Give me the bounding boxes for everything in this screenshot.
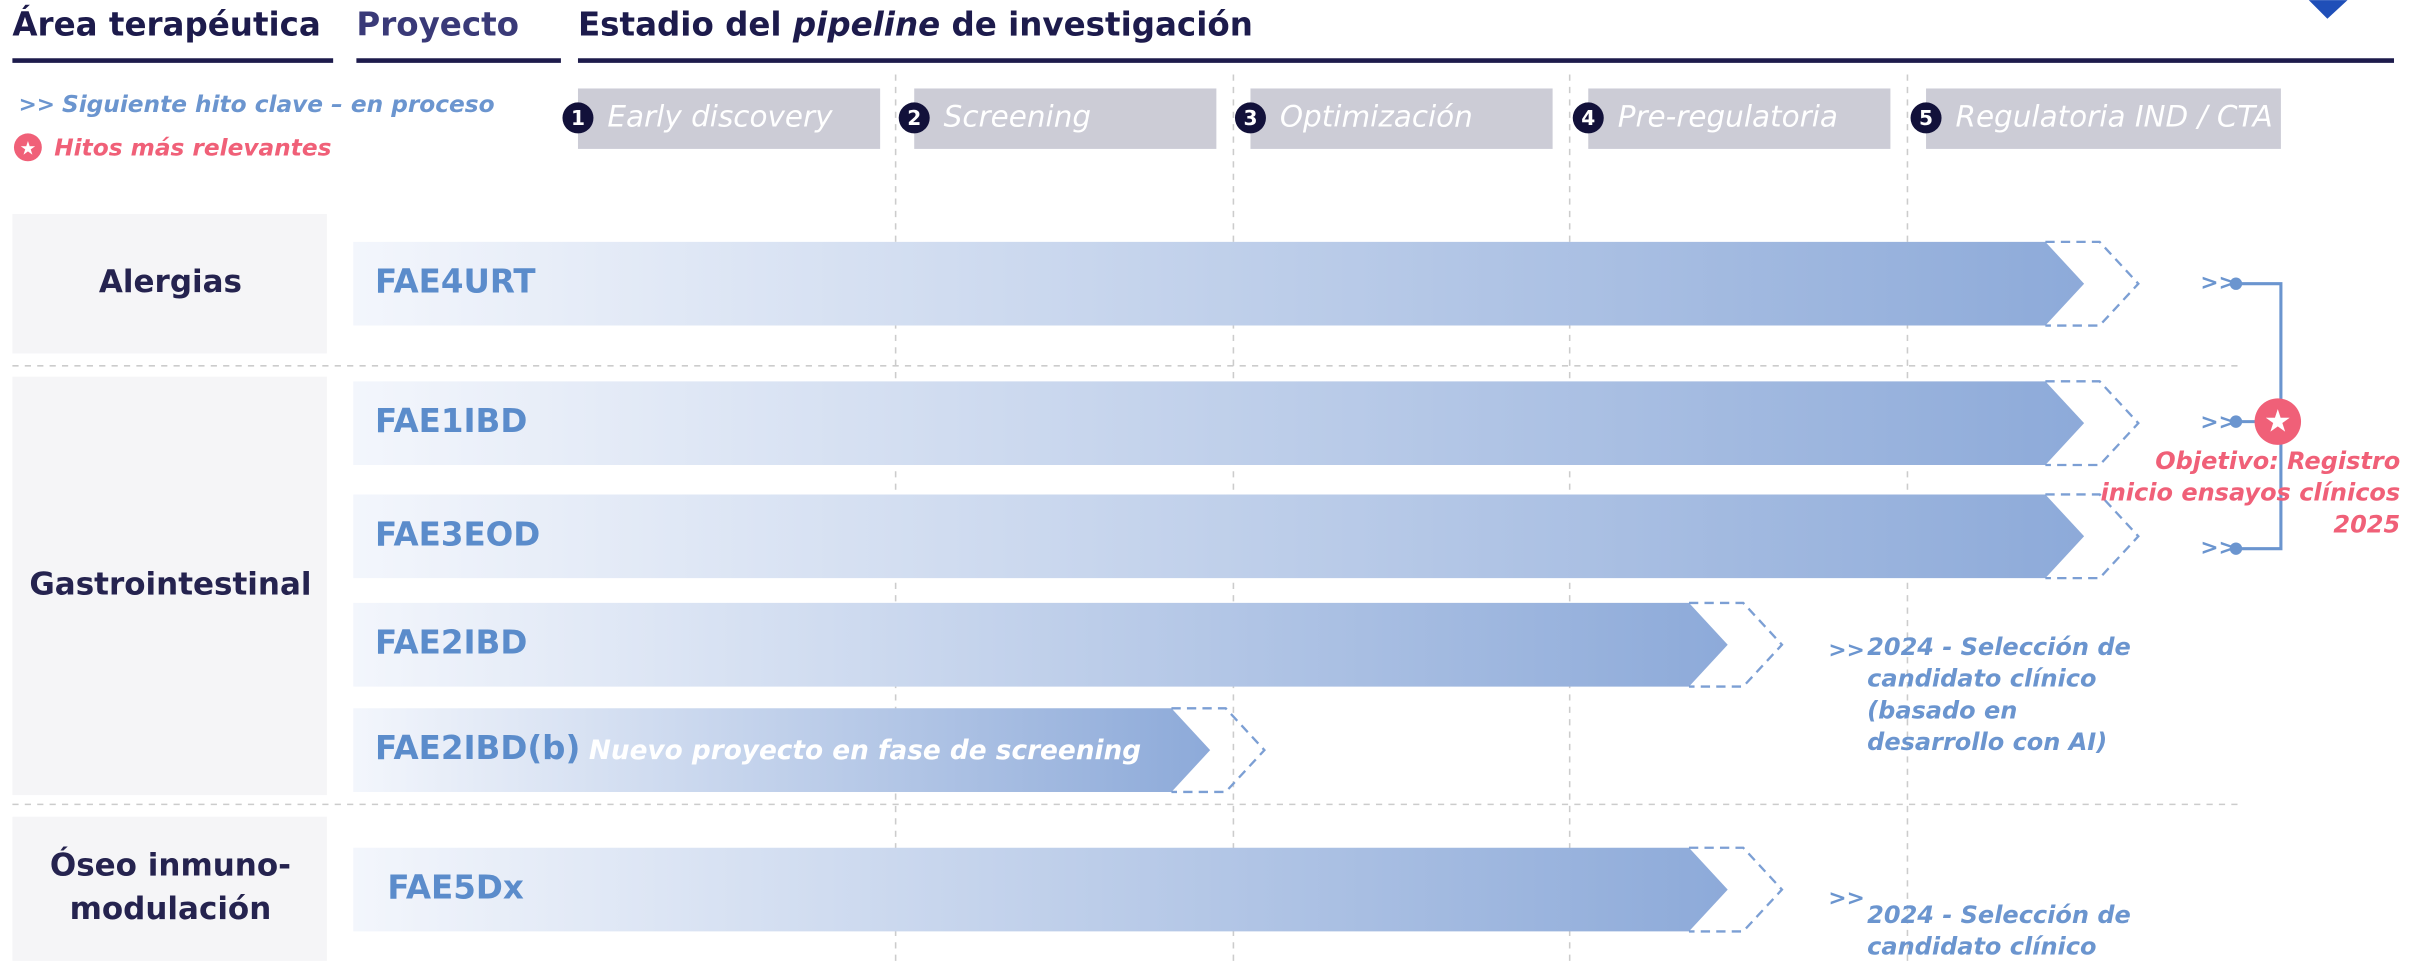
stage-number: 4 [1581,106,1595,130]
stage-label: Regulatoria IND / CTA [1955,99,2272,133]
header: Área terapéutica Proyecto Estadio del pi… [12,5,1252,43]
milestone-text: (basado en [1867,696,2017,724]
stage-number-badge [1910,102,1942,134]
project-bar [353,847,1728,932]
project-name: FAE3EOD [375,515,540,553]
title-part: de investigación [951,5,1252,43]
area-box [12,213,327,354]
legend-key: Hitos más relevantes [54,134,331,161]
project-note: Nuevo proyecto en fase de screening [589,736,1141,766]
legend-next: Siguiente hito clave – en proceso [62,91,495,118]
corner-mark [2308,0,2348,19]
chevron-icon: >> [1828,638,1864,663]
project-name: FAE4URT [375,263,536,301]
stage-number: 1 [571,106,585,130]
milestone-text: candidato clínico [1867,665,2096,693]
stage-label: Early discovery [607,99,833,133]
stage-box [1250,88,1553,149]
project-bar [353,708,1211,792]
star-badge [2254,398,2302,445]
title-emphasis: pipeline [792,5,940,43]
legend: >> Siguiente hito clave – en proceso ★ H… [13,91,495,162]
stage-number-badge [1234,102,1266,134]
milestone-text: Objetivo: Registro [2155,447,2400,475]
star-glyph: ★ [2264,404,2292,440]
header-stage: Estadio del pipeline de investigación [578,5,1253,43]
milestone-text: inicio ensayos clínicos [2100,479,2400,507]
stage-number: 3 [1243,106,1257,130]
project-name: FAE2IBD [375,624,527,662]
stage-number-badge [898,102,930,134]
next-stage-outline [2045,380,2140,467]
project-bar [353,381,2085,466]
stage-box [914,88,1217,149]
chevron-icon: >> [1828,886,1864,911]
next-stage-outline [2045,493,2140,580]
area-label: Óseo inmuno- [50,847,291,884]
stage-number-badge [1572,102,1604,134]
project-bar [353,241,2085,326]
next-stage-outline [1688,846,1784,933]
milestone-text: 2024 - Selección de [1867,633,2131,661]
next-stage-outline [1688,601,1784,688]
star-glyph: ★ [20,138,37,159]
header-area: Área terapéutica [12,5,320,43]
area-label: Alergias [99,264,242,300]
title-part: Estadio del [578,5,782,43]
area-label: modulación [70,891,272,927]
stage-number-badge [562,102,594,134]
area-box [12,816,327,961]
header-project: Proyecto [356,5,519,43]
project-bar [353,494,2085,579]
milestone-text: desarrollo con AI) [1867,728,2107,756]
stage-box [1926,88,2281,149]
stage-label: Pre-regulatoria [1618,99,1838,133]
area-box [12,376,327,796]
next-stage-outline [2045,240,2140,327]
area-label: Gastrointestinal [29,566,311,602]
milestone-text: 2024 - Selección de [1867,901,2131,929]
stage-box [577,88,881,149]
project-name: FAE1IBD [375,402,527,440]
star-icon [13,133,42,162]
milestone-text: 2025 [2333,510,2400,538]
project-name: FAE5Dx [387,869,523,907]
stage-box [1588,88,1891,149]
milestone-text: candidato clínico [1867,933,2096,961]
project-bar [353,602,1728,687]
stage-label: Screening [944,99,1091,133]
next-stage-outline [1171,707,1266,794]
project-name: FAE2IBD(b) [375,729,580,767]
chevron-icon: >> [19,93,55,118]
stage-number: 2 [907,106,921,130]
stage-number: 5 [1919,106,1933,130]
stage-label: Optimización [1280,99,1473,133]
